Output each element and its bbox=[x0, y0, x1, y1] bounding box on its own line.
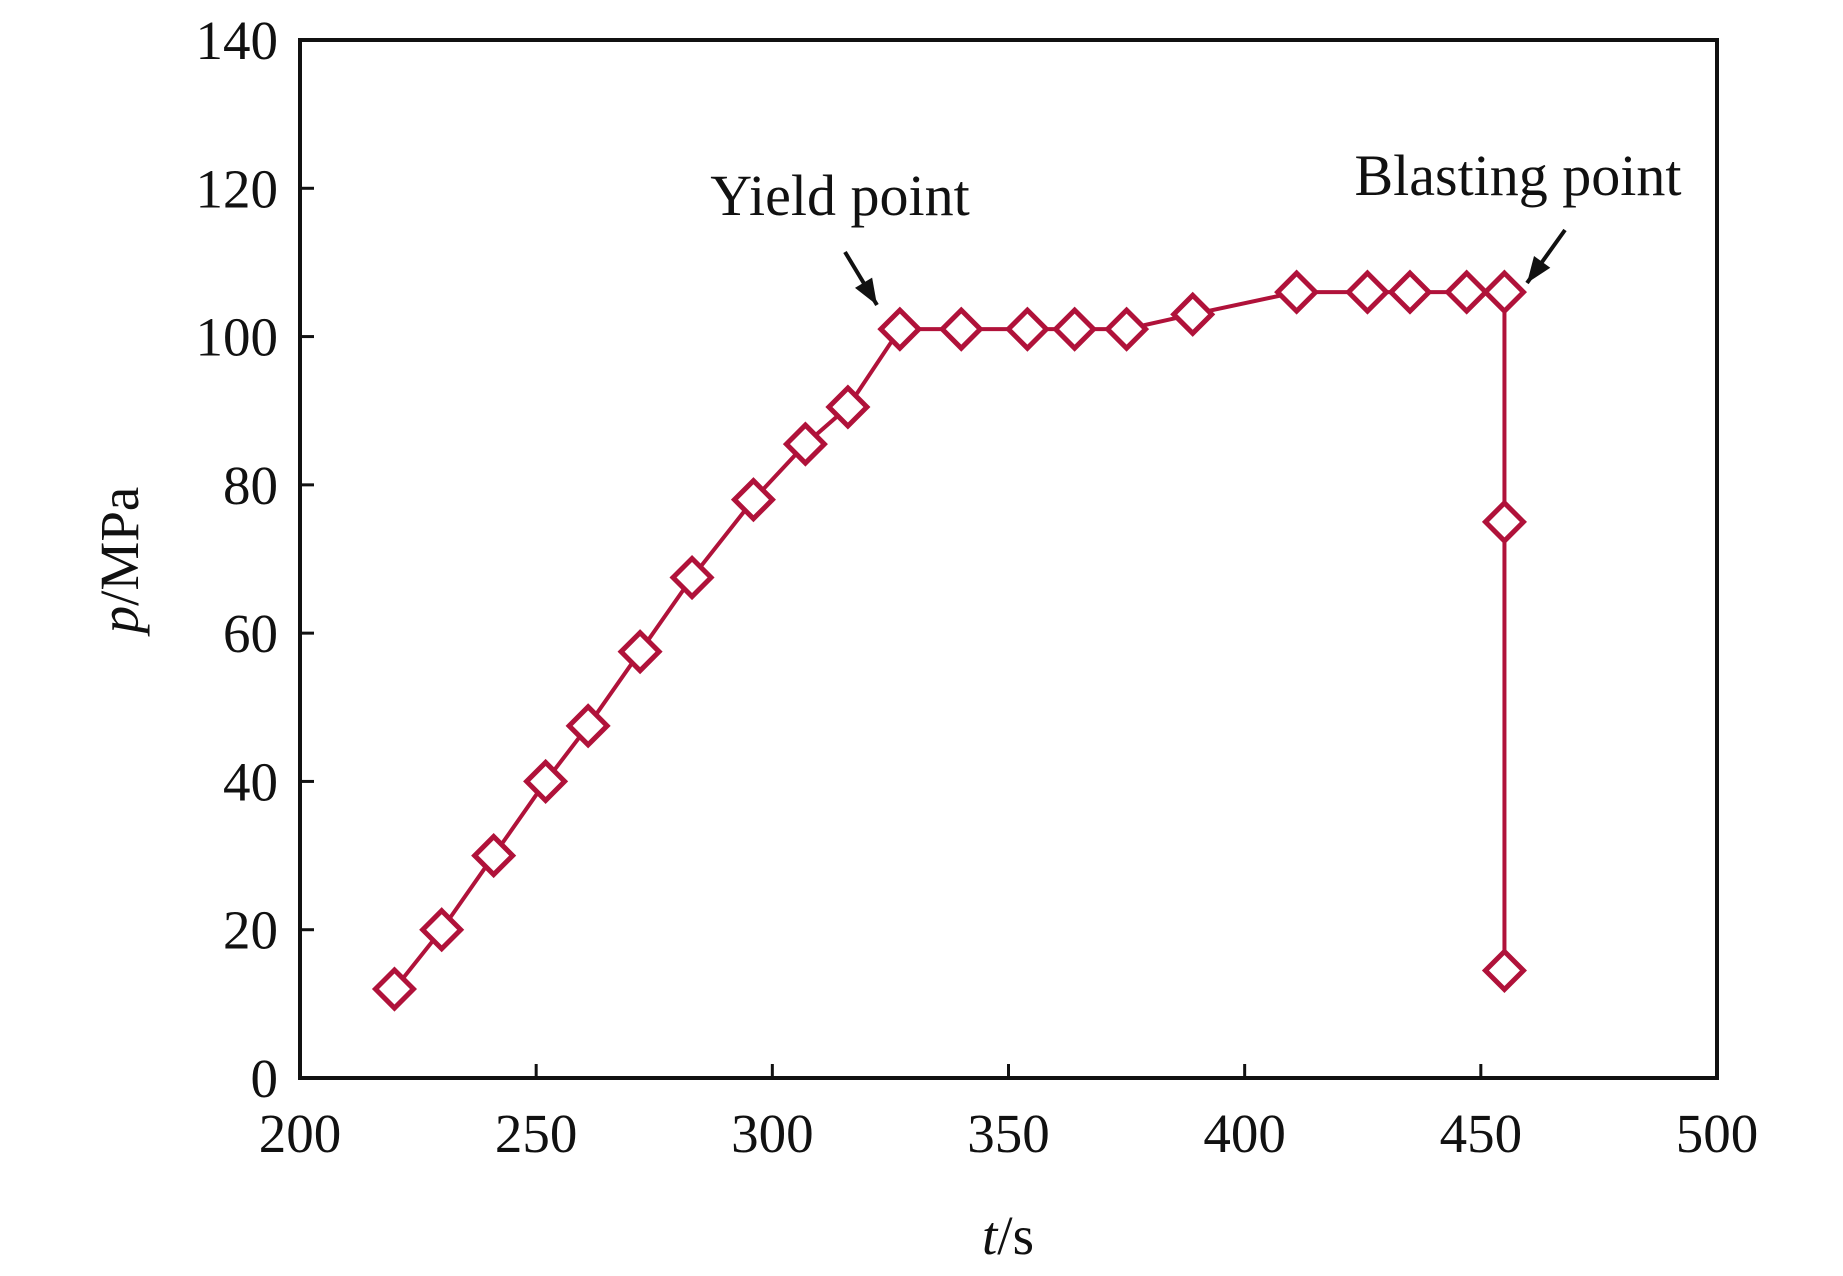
y-tick-label: 40 bbox=[223, 751, 278, 812]
data-point-marker bbox=[471, 833, 517, 879]
data-point-marker bbox=[565, 703, 611, 749]
data-point-marker bbox=[1170, 291, 1216, 337]
y-tick-label: 80 bbox=[223, 455, 278, 516]
data-point-marker bbox=[1444, 269, 1490, 315]
y-axis-unit: /MPa bbox=[89, 487, 150, 606]
x-tick-label: 300 bbox=[731, 1103, 814, 1164]
annotation-arrow-head bbox=[1527, 256, 1551, 283]
data-point-marker bbox=[938, 306, 984, 352]
x-tick-label: 350 bbox=[967, 1103, 1050, 1164]
data-point-marker bbox=[825, 384, 871, 430]
series-layer bbox=[371, 269, 1527, 1012]
x-axis-unit: /s bbox=[997, 1205, 1034, 1266]
data-point-marker bbox=[419, 907, 465, 953]
data-point-marker bbox=[1274, 269, 1320, 315]
data-point-marker bbox=[1481, 499, 1527, 545]
y-tick-label: 20 bbox=[223, 900, 278, 961]
y-axis-ticks: 0 20 40 60 80 100 120 140 bbox=[196, 10, 314, 1109]
data-point-marker bbox=[371, 966, 418, 1012]
x-tick-label: 400 bbox=[1203, 1103, 1286, 1164]
y-tick-label: 140 bbox=[196, 10, 279, 71]
y-tick-label: 60 bbox=[223, 603, 278, 664]
yield-point-annotation: Yield point bbox=[710, 163, 969, 228]
x-axis-ticks: 200 250 300 350 400 450 500 bbox=[259, 1064, 1759, 1164]
data-point-marker bbox=[1344, 269, 1391, 315]
data-point-marker bbox=[1052, 306, 1098, 352]
annotation-arrow-head bbox=[855, 277, 877, 305]
x-tick-label: 250 bbox=[495, 1103, 578, 1164]
data-point-marker bbox=[523, 758, 569, 804]
annotation-layer: Yield point Blasting point bbox=[710, 143, 1682, 307]
data-point-marker bbox=[1387, 269, 1433, 315]
y-tick-label: 0 bbox=[251, 1048, 279, 1109]
data-point-marker bbox=[782, 421, 828, 467]
data-point-marker bbox=[617, 629, 663, 675]
blasting-point-annotation: Blasting point bbox=[1354, 143, 1681, 208]
x-axis-var: t bbox=[982, 1205, 999, 1266]
y-tick-label: 120 bbox=[196, 158, 279, 219]
data-point-marker bbox=[1004, 306, 1050, 352]
data-point-marker bbox=[1104, 306, 1150, 352]
y-axis-var: p bbox=[89, 606, 150, 638]
y-axis-title: p/MPa bbox=[89, 487, 150, 638]
data-point-marker bbox=[669, 555, 715, 601]
data-point-marker bbox=[1481, 269, 1527, 315]
x-tick-label: 200 bbox=[259, 1103, 342, 1164]
data-point-marker bbox=[1481, 947, 1527, 994]
x-tick-label: 500 bbox=[1676, 1103, 1759, 1164]
x-tick-label: 450 bbox=[1440, 1103, 1523, 1164]
x-axis-title: t/s bbox=[982, 1205, 1034, 1266]
data-point-marker bbox=[730, 477, 776, 523]
series-line bbox=[392, 290, 1507, 991]
y-tick-label: 100 bbox=[196, 307, 279, 368]
data-point-marker bbox=[877, 306, 923, 352]
